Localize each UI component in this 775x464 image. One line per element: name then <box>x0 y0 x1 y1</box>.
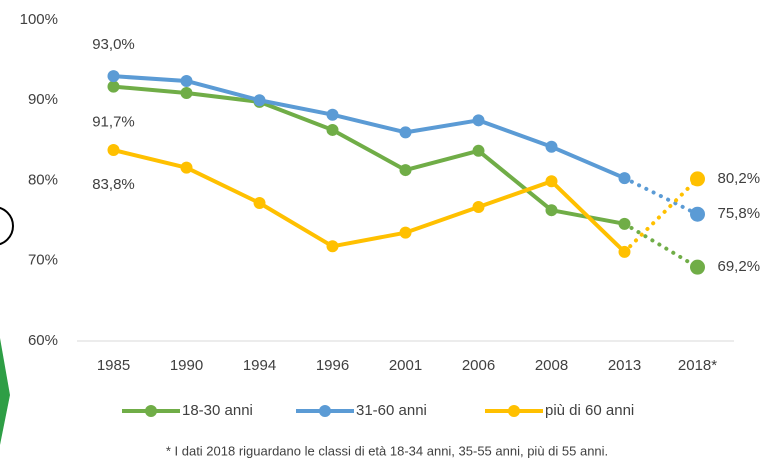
x-tick-label: 2018* <box>678 357 717 374</box>
point <box>399 164 412 177</box>
value-label: 83,8% <box>92 176 135 193</box>
point <box>326 240 339 253</box>
point <box>107 80 120 93</box>
point <box>618 245 631 258</box>
x-tick-label: 1994 <box>243 357 276 374</box>
x-tick-label: 2008 <box>535 357 568 374</box>
y-tick-label: 80% <box>28 171 58 188</box>
value-label: 91,7% <box>92 114 135 131</box>
line <box>113 74 626 180</box>
point <box>107 144 120 157</box>
point <box>253 196 266 209</box>
legend-label: 18-30 anni <box>182 402 253 419</box>
point <box>107 70 120 83</box>
x-tick-label: 2013 <box>608 357 641 374</box>
point <box>253 94 266 107</box>
x-tick-label: 2001 <box>389 357 422 374</box>
point <box>690 171 705 187</box>
value-label: 75,8% <box>718 205 761 222</box>
y-tick-label: 90% <box>28 91 58 108</box>
point <box>545 175 558 188</box>
decoration-circle <box>0 206 14 246</box>
line-dotted <box>622 221 700 270</box>
footnote: * I dati 2018 riguardano le classi di et… <box>166 443 608 458</box>
line-dotted <box>622 176 700 254</box>
x-tick-label: 1985 <box>97 357 130 374</box>
point <box>472 200 485 213</box>
point <box>180 74 193 87</box>
point <box>326 123 339 136</box>
point <box>399 126 412 139</box>
point <box>690 206 705 222</box>
point <box>399 226 412 239</box>
point <box>180 161 193 174</box>
value-label: 80,2% <box>718 170 761 187</box>
legend-label: più di 60 anni <box>545 402 634 419</box>
point <box>472 114 485 127</box>
legend-marker <box>145 405 157 417</box>
legend-marker <box>319 405 331 417</box>
value-label: 69,2% <box>718 258 761 275</box>
line <box>113 84 625 226</box>
point <box>545 204 558 217</box>
point <box>690 259 705 275</box>
decoration-shape <box>0 338 10 445</box>
legend-label: 31-60 anni <box>356 402 427 419</box>
point <box>180 87 193 100</box>
point <box>326 108 339 121</box>
point <box>618 172 631 185</box>
x-tick-label: 2006 <box>462 357 495 374</box>
x-tick-label: 1990 <box>170 357 203 374</box>
point <box>545 140 558 153</box>
y-tick-label: 70% <box>28 252 58 269</box>
y-tick-label: 100% <box>20 11 58 28</box>
x-tick-label: 1996 <box>316 357 349 374</box>
line <box>113 148 626 254</box>
legend-marker <box>508 405 520 417</box>
point <box>618 217 631 230</box>
value-label: 93,0% <box>92 36 135 53</box>
line-dotted <box>622 176 700 217</box>
y-tick-label: 60% <box>28 332 58 349</box>
point <box>472 144 485 157</box>
